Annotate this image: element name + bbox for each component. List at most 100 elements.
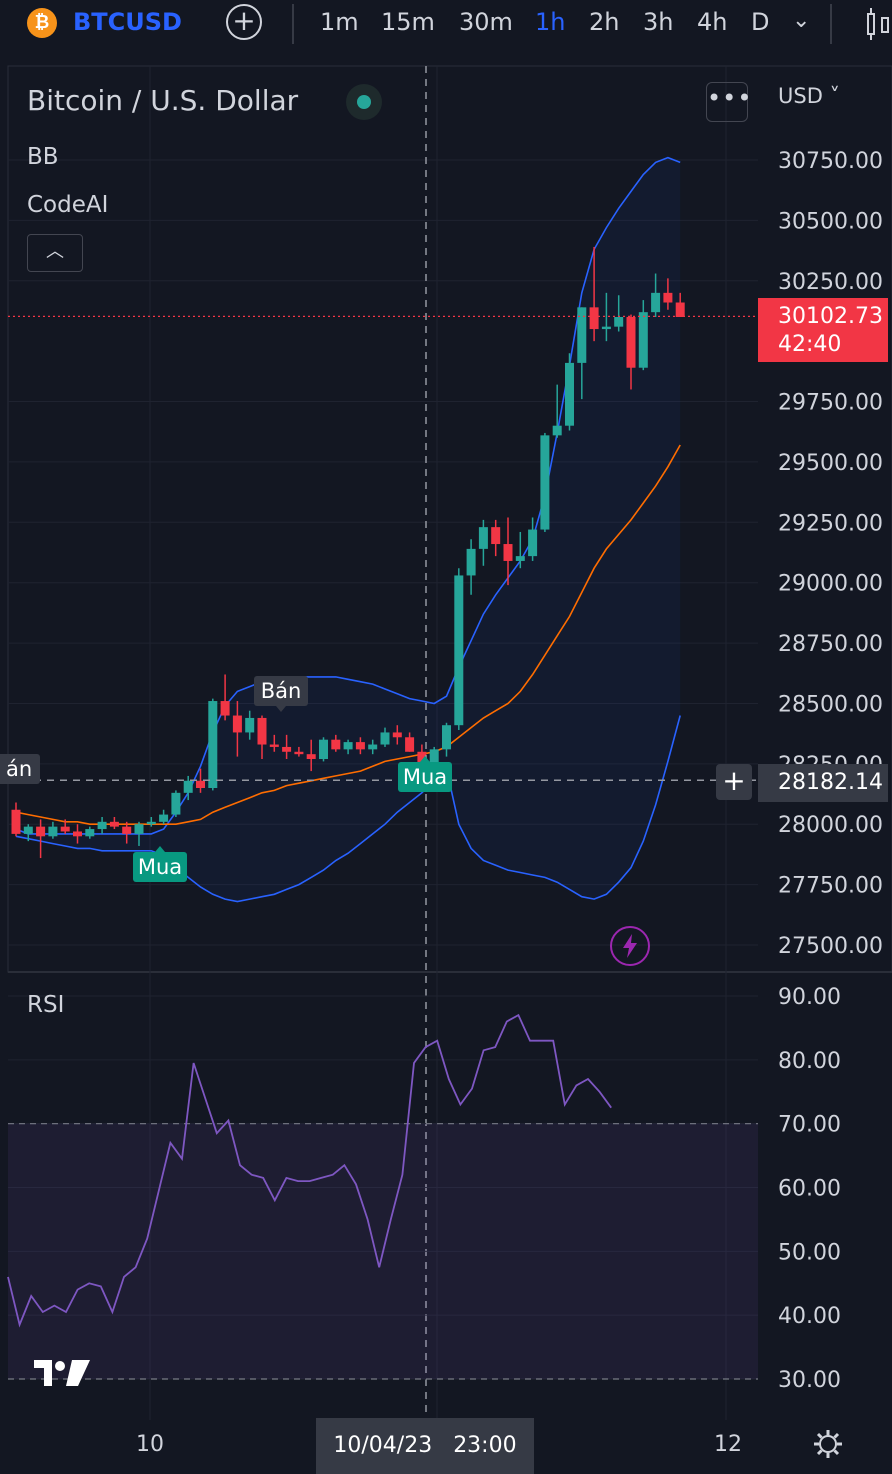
candle-body [159,814,169,822]
chart-style-icon[interactable] [866,6,892,42]
buy-signal: Mua [398,756,452,792]
y-tick-label: 29500.00 [778,451,883,476]
toolbar-separator [292,4,294,44]
interval-4h[interactable]: 4h [697,8,728,36]
candle [626,314,636,390]
last-price: 30102.73 [778,304,883,329]
interval-1h[interactable]: 1h [535,8,566,36]
candle-body [528,529,538,557]
sell-signal-pointer [276,706,286,712]
y-tick-label: 30250.00 [778,270,883,295]
candle-body [208,701,218,788]
candle-body [638,312,648,368]
candle [269,734,279,752]
y-tick-label: 28500.00 [778,692,883,717]
candle-body [491,527,501,545]
rsi-y-tick-label: 70.00 [778,1113,841,1138]
rsi-y-tick-label: 30.00 [778,1368,841,1393]
compare-add-button[interactable]: + [226,4,262,40]
candle-body [220,701,230,716]
candle [60,819,70,834]
candle-body [454,575,464,726]
candle [503,517,513,586]
chevron-down-icon[interactable]: ⌄ [792,8,811,33]
candle [196,768,205,793]
candle-body [355,742,365,750]
y-tick-label: 30750.00 [778,149,883,174]
candle [257,715,267,760]
candle-body [183,780,193,793]
buy-signal-text: Mua [403,765,447,789]
more-options-button[interactable]: ••• [706,82,751,122]
add-alert-icon[interactable]: + [716,764,752,800]
candle-body [380,732,390,745]
buy-signal-pointer [155,846,165,852]
interval-30m[interactable]: 30m [459,8,513,36]
candle-body [405,737,415,752]
y-tick-label: 29250.00 [778,511,883,536]
candle-body [282,746,292,752]
toolbar-separator [830,4,832,44]
interval-2h[interactable]: 2h [589,8,620,36]
candle [220,674,230,721]
interval-3h[interactable]: 3h [643,8,674,36]
collapse-legend-button[interactable]: ︿ [27,234,83,272]
candle [319,737,328,762]
candle-body [565,362,574,426]
rsi-y-tick-label: 40.00 [778,1304,841,1329]
interval-1m[interactable]: 1m [320,8,359,36]
candle-body [134,824,144,834]
sell-signal-box [0,754,40,784]
candle [368,739,378,755]
candle [442,722,451,757]
last-price-tag: 30102.73 42:40 [758,298,888,362]
candle-body [11,809,21,834]
candle-body [232,715,242,733]
indicator-codeai[interactable]: CodeAI [27,192,109,218]
candle [294,746,304,757]
candle-body [294,751,304,755]
y-tick-label: 27500.00 [778,934,883,959]
candle-body [269,744,279,747]
candle [232,701,242,757]
candle [23,824,33,842]
candle-body [626,317,636,368]
candle [343,739,353,755]
gear-icon[interactable] [812,1428,844,1460]
candle [134,821,144,846]
sell-signal-box [254,676,308,706]
rsi-line [7,1013,612,1328]
symbol-name[interactable]: BTCUSD [73,8,182,36]
interval-d[interactable]: D [751,8,770,36]
candle [675,292,685,317]
candle-body [614,317,624,327]
candle [380,727,390,747]
candle-body [48,826,58,837]
candle [245,710,255,740]
candle [515,531,525,569]
interval-15m[interactable]: 15m [381,8,435,36]
candle [11,802,21,837]
tradingview-logo [34,1360,90,1386]
currency-selector[interactable]: USD ˅ [778,84,841,108]
candle-body [196,780,205,788]
candle [97,816,107,834]
bitcoin-icon[interactable]: ₿ [27,8,57,38]
candle [331,734,341,752]
candle [36,819,46,859]
candle [601,292,611,342]
indicator-bb[interactable]: BB [27,144,59,170]
lightning-icon[interactable] [609,925,651,967]
candle-body [245,717,255,733]
x-axis-label: 12 [714,1432,742,1457]
candle-body [552,425,562,436]
sell-signal: Bán [254,676,308,712]
candle [565,353,574,431]
candle [85,826,95,839]
crosshair-date-tag: 10/04/23 23:00 [316,1418,534,1474]
rsi-y-tick-label: 90.00 [778,985,841,1010]
crosshair-price-tag: 28182.14 [758,764,888,802]
candle [454,568,464,731]
rsi-y-tick-label: 60.00 [778,1177,841,1202]
